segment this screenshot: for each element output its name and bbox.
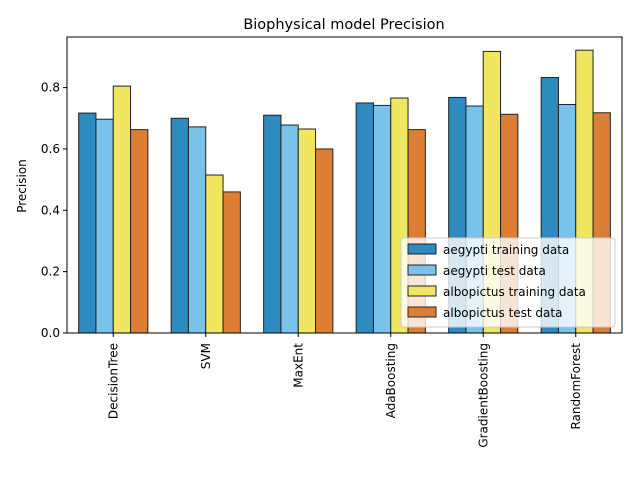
x-axis: DecisionTree SVM MaxEnt AdaBoosting Gradient… bbox=[106, 333, 583, 448]
x-tick-label: MaxEnt bbox=[291, 343, 305, 388]
y-tick-label: 0.6 bbox=[41, 142, 60, 156]
legend-label: aegypti training data bbox=[443, 243, 569, 257]
bar-svm-series-3 bbox=[205, 174, 224, 334]
bar-svm-series-2 bbox=[187, 126, 207, 334]
bar-decisiontree-series-4 bbox=[130, 129, 149, 334]
bar-maxent-series-2 bbox=[280, 124, 299, 334]
legend-swatch bbox=[407, 264, 437, 276]
x-tick-label: AdaBoosting bbox=[384, 343, 398, 418]
bar-adaboosting-series-1 bbox=[355, 102, 374, 334]
bar-svm-series-1 bbox=[170, 117, 189, 334]
legend-box bbox=[400, 237, 616, 328]
legend-label: albopictus training data bbox=[443, 285, 586, 299]
y-tick-label: 0.0 bbox=[41, 326, 60, 340]
legend-swatch bbox=[407, 243, 437, 255]
x-tick-label: DecisionTree bbox=[106, 343, 120, 419]
y-tick-label: 0.4 bbox=[41, 203, 60, 217]
y-axis: 0.0 0.2 0.4 0.6 0.8 bbox=[41, 81, 67, 340]
y-tick-label: 0.2 bbox=[41, 265, 60, 279]
legend: aegypti training data aegypti test data al… bbox=[400, 237, 616, 328]
x-tick-label: RandomForest bbox=[569, 343, 583, 430]
bar-adaboosting-series-2 bbox=[372, 104, 392, 334]
bar-decisiontree-series-3 bbox=[112, 85, 132, 334]
bar-decisiontree-series-2 bbox=[95, 118, 114, 334]
y-axis-label: Precision bbox=[15, 159, 29, 213]
plot-frame bbox=[66, 36, 623, 334]
y-tick-label: 0.8 bbox=[41, 81, 60, 95]
bar-svm-series-4 bbox=[222, 191, 241, 334]
x-tick-label: GradientBoosting bbox=[476, 343, 490, 448]
bar-maxent-series-4 bbox=[315, 148, 334, 334]
legend-swatch bbox=[407, 285, 437, 297]
chart-title: Biophysical model Precision bbox=[243, 17, 444, 33]
legend-swatch bbox=[407, 306, 437, 318]
legend-label: albopictus test data bbox=[443, 306, 562, 320]
bar-maxent-series-1 bbox=[263, 114, 282, 334]
bar-maxent-series-3 bbox=[297, 128, 317, 334]
legend-label: aegypti test data bbox=[443, 264, 546, 278]
bar-decisiontree-series-1 bbox=[78, 112, 97, 334]
x-tick-label: SVM bbox=[199, 343, 213, 369]
